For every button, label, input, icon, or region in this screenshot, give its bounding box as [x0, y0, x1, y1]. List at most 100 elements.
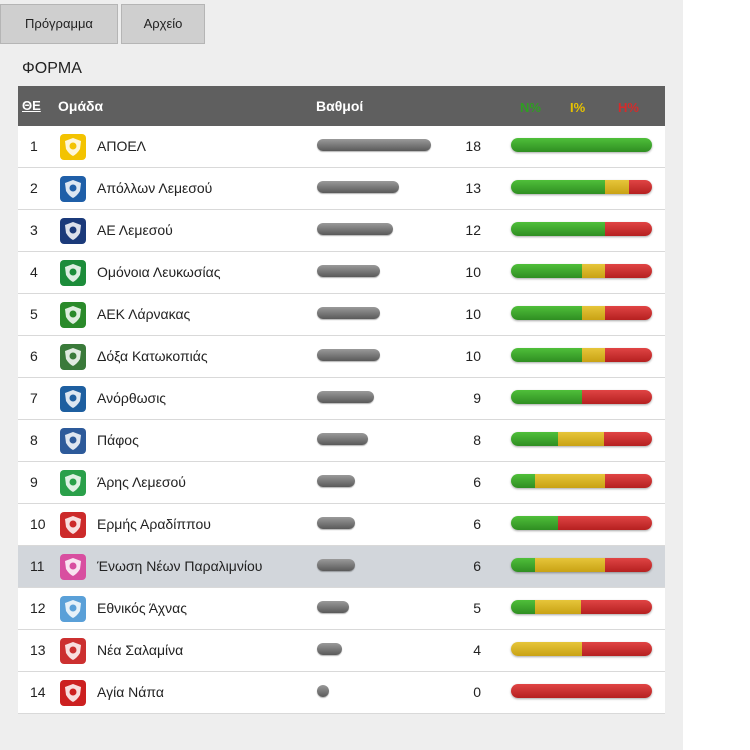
team-points: 6 [473, 558, 481, 574]
table-row[interactable]: 2 Απόλλων Λεμεσού 13 [18, 168, 665, 210]
team-name[interactable]: Εθνικός Άχνας [97, 600, 187, 616]
points-bar [317, 223, 393, 235]
table-row[interactable]: 9 Άρης Λεμεσού 6 [18, 462, 665, 504]
team-name[interactable]: ΑΕΚ Λάρνακας [97, 306, 191, 322]
form-loss-segment [605, 558, 652, 572]
form-win-segment [511, 432, 558, 446]
header-draw-percent[interactable]: Ι% [570, 100, 586, 115]
table-body: 1 ΑΠΟΕΛ 18 2 Απόλλων Λεμεσού 13 3 ΑΕ Λεμεσού 12 4… [18, 126, 665, 714]
team-points: 0 [473, 684, 481, 700]
table-row[interactable]: 13 Νέα Σαλαμίνα 4 [18, 630, 665, 672]
form-loss-segment [605, 264, 652, 278]
form-loss-segment [581, 600, 652, 614]
form-win-segment [511, 138, 652, 152]
points-bar [317, 475, 355, 487]
row-position: 9 [30, 474, 38, 490]
team-logo-icon [60, 302, 86, 328]
header-position[interactable]: ΘΕ [22, 98, 41, 113]
table-row[interactable]: 8 Πάφος 8 [18, 420, 665, 462]
points-bar [317, 559, 355, 571]
form-draw-segment [511, 642, 582, 656]
team-name[interactable]: Αγία Νάπα [97, 684, 164, 700]
points-bar [317, 181, 399, 193]
tab-archive[interactable]: Αρχείο [121, 4, 205, 44]
form-loss-segment [581, 390, 652, 404]
team-logo-icon [60, 470, 86, 496]
table-row[interactable]: 11 Ένωση Νέων Παραλιμνίου 6 [18, 546, 665, 588]
row-position: 13 [30, 642, 46, 658]
team-name[interactable]: Ομόνοια Λευκωσίας [97, 264, 221, 280]
team-logo-icon [60, 512, 86, 538]
row-position: 5 [30, 306, 38, 322]
team-name[interactable]: Άρης Λεμεσού [97, 474, 186, 490]
row-position: 3 [30, 222, 38, 238]
table-row[interactable]: 14 Αγία Νάπα 0 [18, 672, 665, 714]
form-bar [511, 684, 652, 698]
table-row[interactable]: 12 Εθνικός Άχνας 5 [18, 588, 665, 630]
table-row[interactable]: 1 ΑΠΟΕΛ 18 [18, 126, 665, 168]
team-logo-icon [60, 596, 86, 622]
team-points: 13 [465, 180, 481, 196]
form-loss-segment [511, 684, 652, 698]
form-loss-segment [557, 516, 652, 530]
header-win-percent[interactable]: Ν% [520, 100, 541, 115]
form-bar [511, 474, 652, 488]
form-win-segment [511, 264, 582, 278]
team-name[interactable]: ΑΕ Λεμεσού [97, 222, 173, 238]
form-draw-segment [534, 600, 582, 614]
form-win-segment [511, 600, 535, 614]
form-bar [511, 432, 652, 446]
points-bar [317, 685, 329, 697]
points-bar [317, 643, 342, 655]
form-loss-segment [605, 474, 652, 488]
form-win-segment [511, 180, 606, 194]
table-row[interactable]: 6 Δόξα Κατωκοπιάς 10 [18, 336, 665, 378]
standings-panel: Πρόγραμμα Αρχείο ΦΟΡΜΑ ΘΕ Ομάδα Βαθμοί Ν… [0, 0, 683, 750]
form-win-segment [511, 558, 535, 572]
form-bar [511, 642, 652, 656]
points-bar [317, 433, 368, 445]
team-points: 4 [473, 642, 481, 658]
table-row[interactable]: 3 ΑΕ Λεμεσού 12 [18, 210, 665, 252]
team-name[interactable]: Νέα Σαλαμίνα [97, 642, 184, 658]
table-row[interactable]: 7 Ανόρθωσις 9 [18, 378, 665, 420]
team-logo-icon [60, 428, 86, 454]
points-bar [317, 349, 380, 361]
team-name[interactable]: Ερμής Αραδίππου [97, 516, 211, 532]
form-draw-segment [605, 180, 630, 194]
team-name[interactable]: Ένωση Νέων Παραλιμνίου [97, 558, 263, 574]
team-logo-icon [60, 680, 86, 706]
form-win-segment [511, 390, 582, 404]
form-bar [511, 222, 652, 236]
team-logo-icon [60, 638, 86, 664]
form-loss-segment [605, 222, 652, 236]
table-row[interactable]: 5 ΑΕΚ Λάρνακας 10 [18, 294, 665, 336]
table-row[interactable]: 4 Ομόνοια Λευκωσίας 10 [18, 252, 665, 294]
table-row[interactable]: 10 Ερμής Αραδίππου 6 [18, 504, 665, 546]
row-position: 7 [30, 390, 38, 406]
team-points: 9 [473, 390, 481, 406]
team-name[interactable]: ΑΠΟΕΛ [97, 138, 147, 154]
form-loss-segment [605, 306, 652, 320]
form-draw-segment [581, 264, 606, 278]
form-bar [511, 348, 652, 362]
team-name[interactable]: Ανόρθωσις [97, 390, 167, 406]
row-position: 12 [30, 600, 46, 616]
points-bar [317, 517, 355, 529]
header-team[interactable]: Ομάδα [58, 98, 104, 114]
team-name[interactable]: Δόξα Κατωκοπιάς [97, 348, 208, 364]
header-points[interactable]: Βαθμοί [316, 98, 364, 114]
team-name[interactable]: Πάφος [97, 432, 139, 448]
team-name[interactable]: Απόλλων Λεμεσού [97, 180, 213, 196]
points-bar [317, 307, 380, 319]
form-win-segment [511, 516, 558, 530]
form-bar [511, 516, 652, 530]
row-position: 1 [30, 138, 38, 154]
row-position: 8 [30, 432, 38, 448]
tab-schedule[interactable]: Πρόγραμμα [0, 4, 118, 44]
form-bar [511, 306, 652, 320]
points-bar [317, 601, 349, 613]
team-logo-icon [60, 260, 86, 286]
header-loss-percent[interactable]: Η% [618, 100, 639, 115]
form-bar [511, 558, 652, 572]
